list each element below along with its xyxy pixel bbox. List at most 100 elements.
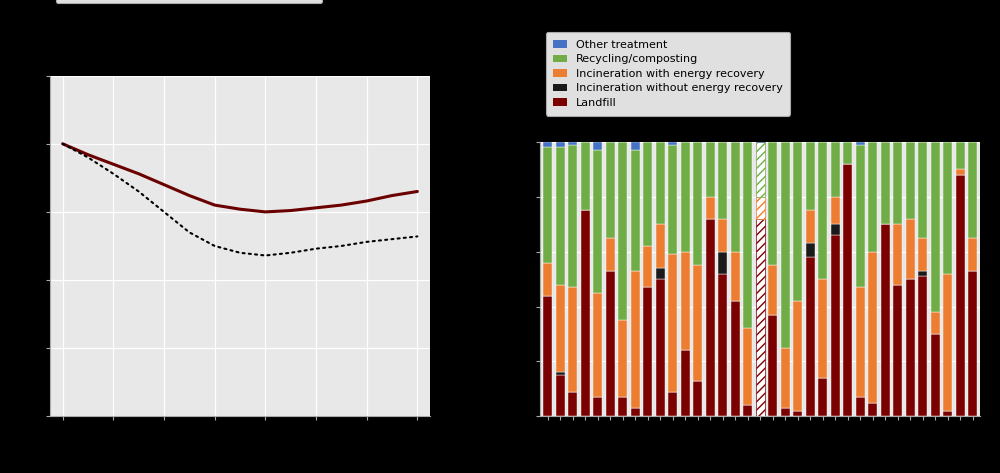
Bar [856,287,864,397]
Bar [856,397,864,416]
Bar [743,405,752,416]
Bar [706,142,714,197]
Bar [580,210,590,416]
Bar [918,276,927,416]
Bar [806,142,814,210]
Bar [631,142,640,150]
Bar [606,142,614,238]
Bar [756,219,765,416]
Bar [918,271,927,276]
Bar [943,142,952,273]
Bar [956,169,964,175]
Bar [668,142,677,145]
Y-axis label: %: % [496,274,506,284]
Bar [706,219,714,416]
Bar [718,273,727,416]
Bar [706,197,714,219]
Bar [806,244,814,257]
Bar [718,142,727,219]
Y-axis label: Index (2004 = 100): Index (2004 = 100) [6,192,16,300]
Legend: Other treatment, Recycling/composting, Incineration with energy recovery, Incine: Other treatment, Recycling/composting, I… [546,32,790,115]
Bar [718,219,727,252]
Bar [818,279,827,378]
Bar [868,403,877,416]
Bar [906,279,914,416]
Bar [730,142,740,252]
Bar [568,287,577,392]
Bar [643,246,652,287]
Bar [668,145,677,254]
Bar [756,197,765,219]
Bar [693,381,702,416]
Bar [718,252,727,273]
Bar [856,145,864,287]
Bar [631,271,640,408]
Bar [893,224,902,285]
Bar [780,142,790,348]
Bar [543,296,552,416]
Bar [956,142,964,169]
Bar [906,219,914,279]
Bar [968,271,977,416]
Bar [656,268,664,279]
Bar [656,142,664,224]
Bar [568,145,577,287]
Bar [643,142,652,246]
Bar [930,142,940,312]
Bar [618,397,627,416]
Bar [680,142,690,252]
Bar [743,328,752,405]
Bar [680,252,690,350]
Bar [580,142,590,210]
Bar [881,224,890,416]
Bar [830,224,840,235]
Bar [743,142,752,328]
Bar [543,142,552,148]
Bar [843,142,852,164]
Bar [593,293,602,397]
Bar [543,148,552,263]
Bar [730,301,740,416]
Bar [768,142,777,265]
Bar [693,265,702,381]
Bar [968,142,977,238]
Bar [618,142,627,320]
Bar [656,224,664,268]
Bar [593,142,602,150]
Bar [918,142,927,238]
Bar [593,150,602,293]
Bar [780,408,790,416]
Bar [606,271,614,416]
Bar [830,142,840,197]
Bar [568,392,577,416]
Bar [930,312,940,334]
Bar [631,408,640,416]
Bar [556,285,564,372]
Bar [793,142,802,301]
Bar [968,238,977,271]
Bar [806,257,814,416]
Bar [830,197,840,224]
Bar [918,238,927,271]
Bar [668,254,677,392]
Bar [893,142,902,224]
Bar [906,142,914,219]
Bar [818,142,827,279]
Bar [768,265,777,315]
Bar [668,392,677,416]
Bar [593,397,602,416]
Bar [956,175,964,416]
Bar [693,142,702,265]
Bar [806,210,814,244]
Bar [856,142,864,145]
Bar [893,285,902,416]
Bar [868,252,877,403]
Bar [556,148,564,285]
Bar [768,315,777,416]
Bar [780,348,790,408]
Bar [556,142,564,148]
Bar [643,287,652,416]
Bar [943,273,952,411]
Bar [830,235,840,416]
Bar [843,164,852,416]
